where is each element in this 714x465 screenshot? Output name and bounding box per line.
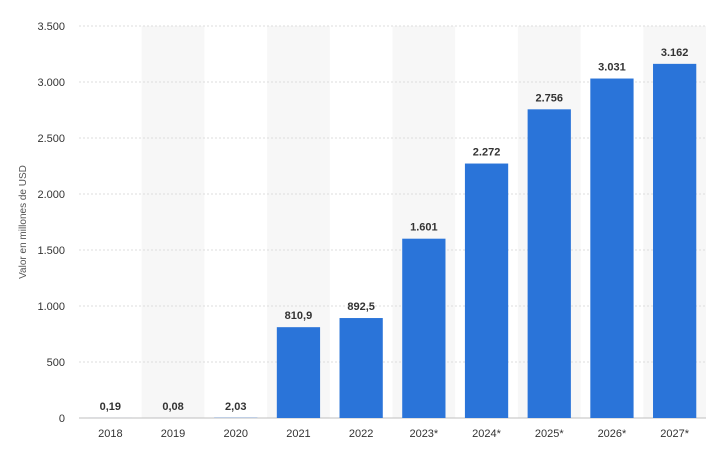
x-tick-label: 2025* xyxy=(535,428,564,440)
y-tick-label: 500 xyxy=(47,357,65,369)
x-tick-label: 2024* xyxy=(472,428,501,440)
bar xyxy=(276,327,321,418)
x-tick-label: 2026* xyxy=(598,428,627,440)
x-axis-ticks: 2018 2019 2020 2021 2022 2023* 2024* 2025* 2026*… xyxy=(98,428,690,440)
y-axis-title: Valor en millones de USD xyxy=(18,165,29,279)
bar xyxy=(402,238,446,418)
background-band xyxy=(141,26,205,418)
data-label: 0,19 xyxy=(100,401,121,413)
y-tick-label: 1.500 xyxy=(37,245,65,257)
bar xyxy=(339,318,383,418)
x-tick-label: 2022 xyxy=(349,428,373,440)
y-tick-label: 3.500 xyxy=(37,21,65,33)
data-label: 2.756 xyxy=(535,92,563,104)
data-label: 1.601 xyxy=(410,222,438,234)
x-tick-label: 2020 xyxy=(224,428,248,440)
bar xyxy=(464,163,509,418)
bar xyxy=(590,78,634,418)
data-label: 0,08 xyxy=(162,401,183,413)
data-label: 810,9 xyxy=(285,310,313,322)
data-label: 892,5 xyxy=(347,301,375,313)
data-label: 3.162 xyxy=(661,47,689,59)
x-tick-label: 2021 xyxy=(286,428,310,440)
gridlines xyxy=(79,25,706,419)
x-tick-label: 2018 xyxy=(98,428,122,440)
data-labels: 0,19 0,08 2,03 810,9 892,5 1.601 2.272 2.756 3.0… xyxy=(100,47,689,413)
bars xyxy=(88,63,697,419)
x-tick-label: 2019 xyxy=(161,428,185,440)
y-tick-label: 0 xyxy=(59,413,65,425)
bar xyxy=(527,109,571,418)
y-tick-label: 2.000 xyxy=(37,189,65,201)
y-tick-label: 1.000 xyxy=(37,301,65,313)
y-tick-label: 2.500 xyxy=(37,133,65,145)
bar xyxy=(653,63,697,419)
data-label: 2,03 xyxy=(225,401,246,413)
x-tick-label: 2027* xyxy=(660,428,689,440)
x-tick-label: 2023* xyxy=(409,428,438,440)
data-label: 2.272 xyxy=(473,147,501,159)
data-label: 3.031 xyxy=(598,62,626,74)
y-tick-label: 3.000 xyxy=(37,77,65,89)
y-axis-ticks: 0 500 1.000 1.500 2.000 2.500 3.000 3.500 xyxy=(37,21,65,425)
